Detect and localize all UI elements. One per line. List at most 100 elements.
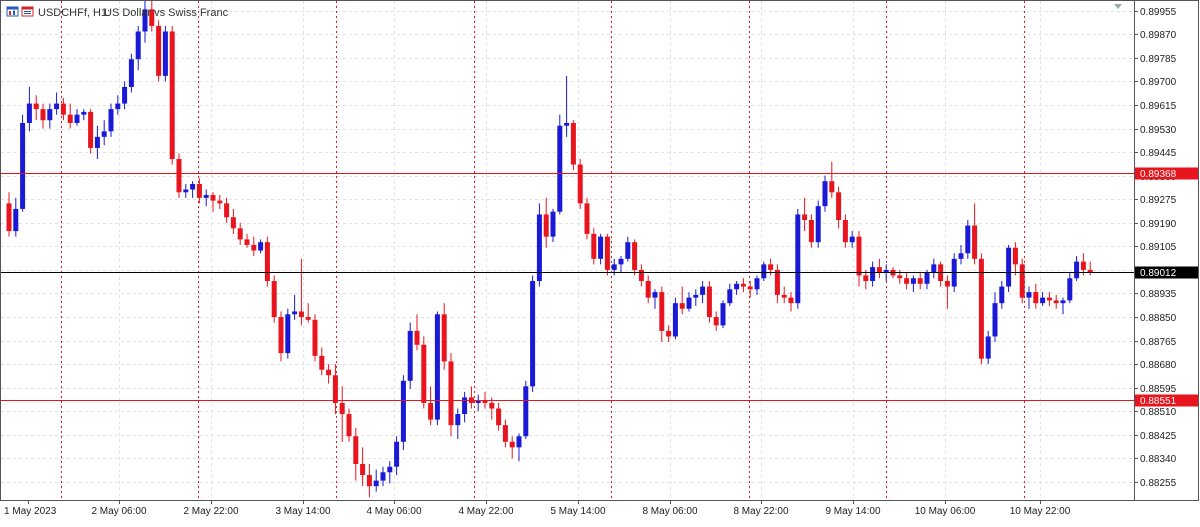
candle-bull <box>720 300 726 329</box>
candle-bear <box>305 303 311 323</box>
candle-bear <box>312 314 318 362</box>
candle-bull <box>564 75 570 137</box>
candle-bear <box>496 402 502 431</box>
candle-bear <box>6 192 12 237</box>
price-tick-label: 0.89190 <box>1140 219 1177 230</box>
candle-bear <box>176 153 182 198</box>
session-separators <box>61 1 1025 500</box>
candle-bull <box>924 269 930 290</box>
candle-bear <box>237 222 243 245</box>
candle-bull <box>536 203 542 287</box>
candle-bear <box>577 159 583 209</box>
candle-bear <box>230 208 236 234</box>
time-tick-label: 10 May 22:00 <box>1010 506 1071 517</box>
time-axis[interactable]: 1 May 2023 2 May 06:00 2 May 22:00 3 May 14… <box>4 500 1071 517</box>
price-tick-label: 0.88595 <box>1140 384 1177 395</box>
candle-bull <box>400 375 406 451</box>
candle-bull <box>258 239 264 254</box>
price-tick-label: 0.89105 <box>1140 242 1177 253</box>
candle-bull <box>849 231 855 248</box>
candle-bear <box>1046 292 1052 306</box>
candle-bull <box>985 330 991 365</box>
candle-bear <box>428 386 434 426</box>
time-tick-label: 9 May 14:00 <box>825 506 880 517</box>
candle-bear <box>604 233 610 276</box>
candle-bull <box>115 95 121 115</box>
candle-bear <box>632 239 638 276</box>
time-tick-label: 10 May 06:00 <box>915 506 976 517</box>
candle-bull <box>94 125 100 160</box>
candle-bull <box>625 236 631 262</box>
candle-bull <box>387 461 393 484</box>
candle-bear <box>1080 253 1086 276</box>
candle-bear <box>666 325 672 342</box>
candle-bear <box>1012 242 1018 276</box>
candle-bull <box>550 208 556 243</box>
candle-bear <box>271 275 277 323</box>
price-tick-label: 0.89955 <box>1140 7 1177 18</box>
candle-bear <box>842 214 848 248</box>
candle-bull <box>26 86 32 132</box>
time-tick-label: 2 May 06:00 <box>91 506 146 517</box>
candle-bull <box>373 469 379 492</box>
candle-bear <box>1033 283 1039 309</box>
price-tick-label: 0.88510 <box>1140 407 1177 418</box>
candle-bear <box>360 447 366 487</box>
candle-bear <box>917 272 923 290</box>
price-tick-label: 0.89700 <box>1140 77 1177 88</box>
candle-bull <box>734 280 740 295</box>
candle-bear <box>298 258 304 326</box>
price-tick-label: 0.89785 <box>1140 54 1177 65</box>
price-level-label: 0.89012 <box>1140 268 1177 279</box>
price-tick-label: 0.88680 <box>1140 360 1177 371</box>
candle-bear <box>346 408 352 442</box>
time-tick-label: 8 May 22:00 <box>733 506 788 517</box>
chart-window-icon <box>6 6 19 17</box>
candle-bear <box>414 314 420 351</box>
candle-bull <box>128 53 134 93</box>
time-tick-label: 3 May 14:00 <box>275 506 330 517</box>
candle-bear <box>904 272 910 290</box>
candle-bull <box>20 114 26 212</box>
candle-bear <box>802 197 808 232</box>
candle-bull <box>203 189 209 207</box>
candle-bear <box>502 419 508 448</box>
candle-bear <box>366 463 372 498</box>
candle-bear <box>244 233 250 248</box>
candle-bull <box>523 380 529 440</box>
price-tick-label: 0.88935 <box>1140 289 1177 300</box>
candle-bull <box>815 200 821 248</box>
candle-bull <box>931 258 937 279</box>
candles-layer <box>6 1 1093 498</box>
candle-bull <box>754 275 760 295</box>
price-axis[interactable]: 0.89955 0.89870 0.89785 0.89700 0.89615 0.895… <box>1134 7 1198 489</box>
candle-bear <box>33 95 39 121</box>
price-tick-label: 0.88425 <box>1140 431 1177 442</box>
candle-bear <box>40 103 46 129</box>
candle-bull <box>1006 244 1012 293</box>
price-tick-label: 0.89530 <box>1140 125 1177 136</box>
candle-bull <box>394 436 400 476</box>
candle-bear <box>67 103 73 129</box>
price-lines-layer <box>1 173 1134 401</box>
candle-bear <box>169 25 175 165</box>
candle-bear <box>808 214 814 248</box>
chart-window-icon-2 <box>21 6 34 17</box>
candle-bear <box>353 427 359 481</box>
price-level-label-bg <box>1135 167 1198 180</box>
candle-bear <box>570 120 576 171</box>
candle-bear <box>1053 294 1059 309</box>
candle-bear <box>713 311 719 331</box>
candle-bull <box>618 256 624 273</box>
price-tick-label: 0.88340 <box>1140 454 1177 465</box>
candle-bull <box>142 1 148 43</box>
candle-bull <box>81 109 87 121</box>
candle-bear <box>781 286 787 304</box>
price-tick-label: 0.88850 <box>1140 313 1177 324</box>
candle-bull <box>455 408 461 440</box>
time-tick-label: 5 May 14:00 <box>550 506 605 517</box>
candle-bull <box>965 220 971 259</box>
candle-bull <box>910 275 916 293</box>
